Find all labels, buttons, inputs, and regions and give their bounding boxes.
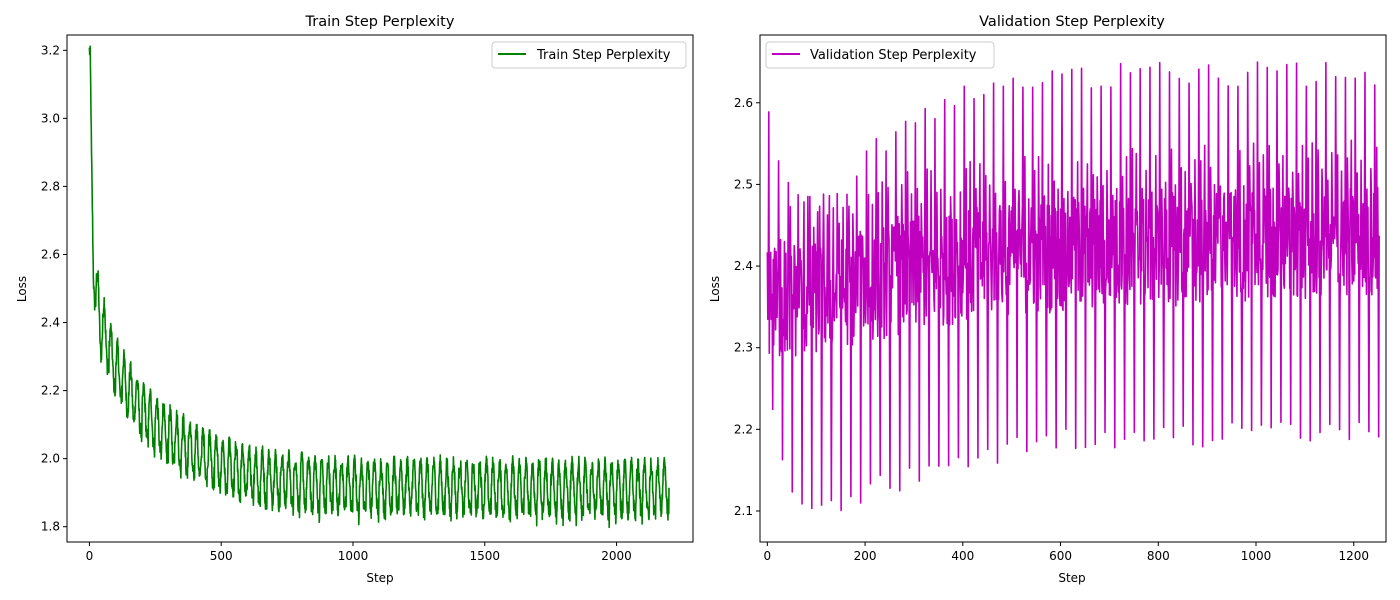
- x-tick-label: 1000: [338, 549, 369, 563]
- x-axis: 0 200 400 600 800 1000 1200: [764, 542, 1369, 563]
- legend-label: Train Step Perplexity: [536, 48, 671, 63]
- y-tick-label: 2.1: [734, 504, 753, 518]
- y-axis: 1.8 2.0 2.2 2.4 2.6 2.8 3.0 3.2: [41, 43, 67, 534]
- x-tick-label: 1500: [469, 549, 500, 563]
- y-tick-label: 2.2: [41, 384, 60, 398]
- y-axis-label: Loss: [708, 276, 722, 302]
- x-axis-label: Step: [366, 571, 393, 585]
- chart-title: Validation Step Perplexity: [979, 14, 1165, 30]
- y-tick-label: 1.8: [41, 520, 60, 534]
- x-tick-label: 1000: [1241, 549, 1272, 563]
- y-tick-label: 2.0: [41, 452, 60, 466]
- x-tick-label: 2000: [601, 549, 632, 563]
- legend-label: Validation Step Perplexity: [810, 48, 977, 63]
- y-tick-label: 3.0: [41, 111, 60, 125]
- x-tick-label: 600: [1049, 549, 1072, 563]
- y-axis: 2.1 2.2 2.3 2.4 2.5 2.6: [734, 96, 760, 518]
- y-tick-label: 2.3: [734, 341, 753, 355]
- plot-frame: [759, 34, 1387, 543]
- x-axis-label: Step: [1058, 571, 1085, 585]
- train-perplexity-chart: Train Step Perplexity 1.8 2.0 2.2 2.4 2.6 2.8…: [15, 14, 694, 585]
- x-tick-label: 1200: [1338, 549, 1369, 563]
- x-tick-label: 800: [1147, 549, 1170, 563]
- y-tick-label: 2.6: [734, 96, 753, 110]
- plot-frame: [66, 34, 694, 543]
- x-tick-label: 400: [951, 549, 974, 563]
- y-tick-label: 3.2: [41, 43, 60, 57]
- validation-perplexity-chart: Validation Step Perplexity 2.12.22.32.42…: [708, 14, 1387, 585]
- series-line: [766, 61, 1380, 512]
- y-tick-label: 2.8: [41, 179, 60, 193]
- y-tick-label: 2.4: [41, 316, 60, 330]
- legend: Train Step Perplexity: [491, 41, 687, 69]
- x-tick-label: 0: [86, 549, 94, 563]
- y-tick-label: 2.5: [734, 177, 753, 191]
- legend: Validation Step Perplexity: [765, 41, 995, 69]
- y-tick-label: 2.6: [41, 247, 60, 261]
- y-tick-label: 2.2: [734, 422, 753, 436]
- x-tick-label: 500: [210, 549, 233, 563]
- plot-area: [66, 34, 694, 543]
- x-tick-label: 0: [764, 549, 772, 563]
- x-axis: 0 500 1000 1500 2000: [86, 542, 632, 563]
- y-tick-label: 2.4: [734, 259, 753, 273]
- chart-title: Train Step Perplexity: [305, 14, 455, 30]
- legend-box: [491, 41, 687, 69]
- legend-box: [765, 41, 995, 69]
- x-tick-label: 200: [854, 549, 877, 563]
- y-axis-label: Loss: [15, 276, 29, 302]
- plot-area: [759, 34, 1387, 543]
- series-line: [88, 45, 670, 529]
